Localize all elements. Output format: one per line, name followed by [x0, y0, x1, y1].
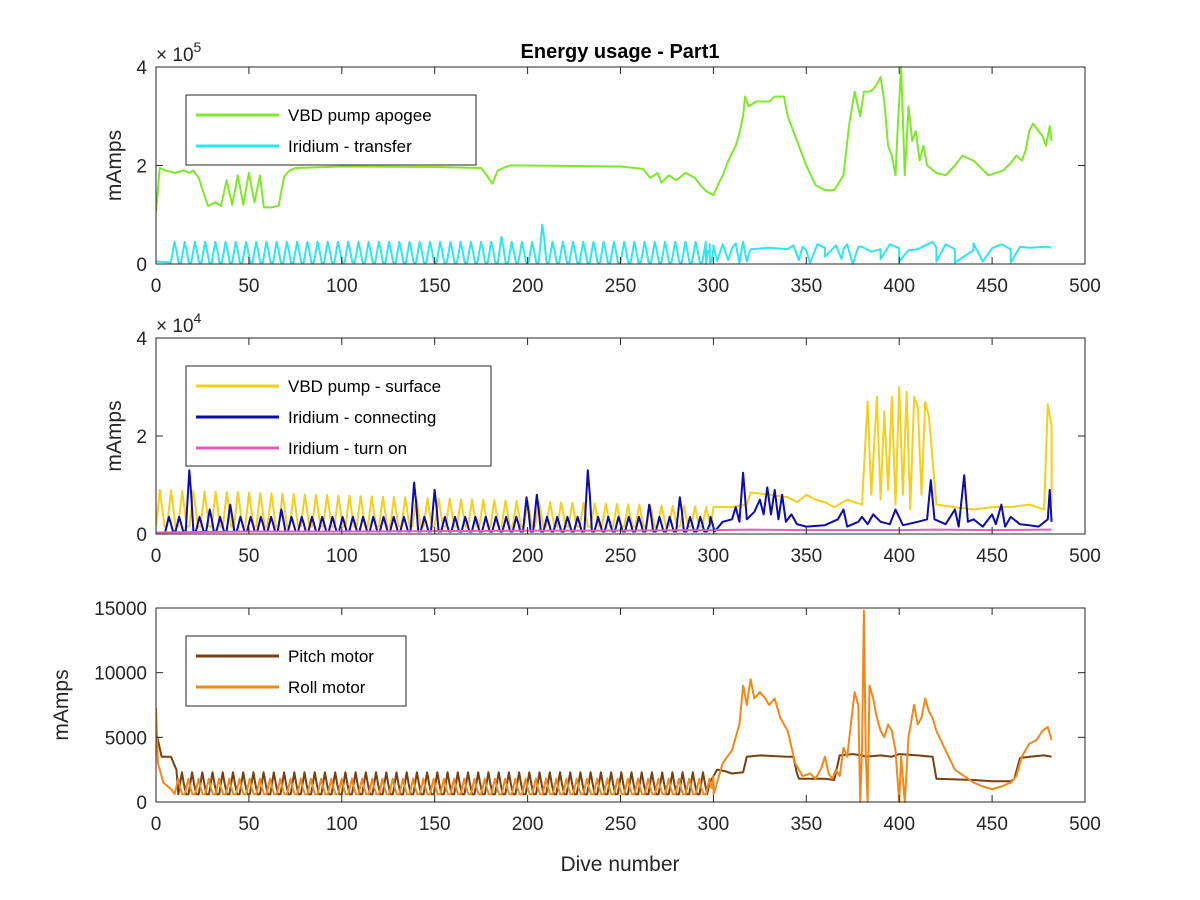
- y-tick-label: 0: [136, 793, 147, 814]
- x-tick-label: 150: [419, 276, 451, 297]
- legend: Pitch motor Roll motor: [185, 635, 407, 707]
- y-tick-label: 4: [136, 329, 147, 350]
- x-tick-label: 50: [238, 546, 259, 567]
- y-tick-label: 0: [136, 525, 147, 546]
- series-line-iridium-connecting: [164, 469, 1053, 533]
- x-tick-label: 450: [976, 276, 1008, 297]
- legend-entry: Pitch motor: [288, 647, 374, 666]
- legend-entry: Iridium - connecting: [288, 408, 436, 427]
- x-tick-label: 450: [976, 546, 1008, 567]
- x-tick-label: 0: [151, 814, 162, 835]
- series-line-iridium-transfer: [156, 223, 1052, 265]
- legend-entry: Roll motor: [288, 678, 366, 697]
- y-tick-label: 10000: [94, 664, 147, 685]
- axes-energy-bottom: 0 50 100 150 200 250 300 350 400 450 5000500010000…: [50, 599, 1101, 835]
- x-tick-label: 400: [883, 546, 915, 567]
- y-tick-label: 2: [136, 427, 147, 448]
- legend-entry: Iridium - turn on: [288, 439, 407, 458]
- y-tick-label: 15000: [94, 599, 147, 620]
- y-tick-label: 4: [136, 58, 147, 79]
- y-axis-label: mAmps: [103, 400, 126, 471]
- x-tick-label: 400: [883, 814, 915, 835]
- x-tick-label: 350: [790, 276, 822, 297]
- x-tick-label: 200: [512, 814, 544, 835]
- legend: VBD pump - surface Iridium - connecting Ir…: [185, 365, 492, 467]
- x-tick-label: 50: [238, 276, 259, 297]
- x-tick-label: 100: [326, 814, 358, 835]
- legend-entry: VBD pump - surface: [288, 377, 441, 396]
- x-tick-label: 300: [698, 814, 730, 835]
- x-tick-label: 350: [790, 814, 822, 835]
- x-tick-label: 150: [419, 546, 451, 567]
- x-tick-label: 200: [512, 276, 544, 297]
- x-tick-label: 450: [976, 814, 1008, 835]
- x-tick-label: 200: [512, 546, 544, 567]
- x-tick-label: 500: [1069, 276, 1101, 297]
- legend-entry: Iridium - transfer: [288, 137, 412, 156]
- x-tick-label: 400: [883, 276, 915, 297]
- x-tick-label: 250: [605, 276, 637, 297]
- series-line-roll-motor: [156, 609, 1053, 803]
- y-tick-label: 0: [136, 255, 147, 276]
- x-tick-label: 250: [605, 814, 637, 835]
- legend-entry: VBD pump apogee: [288, 106, 432, 125]
- series-line-vbd-pump-apogee: [156, 66, 1053, 213]
- x-tick-label: 0: [151, 546, 162, 567]
- x-tick-label: 100: [326, 276, 358, 297]
- x-tick-label: 250: [605, 546, 637, 567]
- y-axis-label: mAmps: [50, 669, 73, 740]
- chart-title: Energy usage - Part1: [521, 41, 720, 63]
- y-tick-label: 2: [136, 157, 147, 178]
- legend: VBD pump apogee Iridium - transfer: [185, 94, 477, 166]
- x-tick-label: 150: [419, 814, 451, 835]
- plot-area: [156, 66, 1053, 265]
- y-tick-label: 5000: [105, 728, 147, 749]
- x-tick-label: 300: [698, 546, 730, 567]
- y-axis-label: mAmps: [103, 130, 126, 201]
- x-tick-label: 500: [1069, 546, 1101, 567]
- x-tick-label: 50: [238, 814, 259, 835]
- plot-area: [156, 609, 1053, 803]
- x-axis-label: Dive number: [560, 853, 679, 876]
- x-tick-label: 0: [151, 276, 162, 297]
- x-tick-label: 350: [790, 546, 822, 567]
- x-tick-label: 100: [326, 546, 358, 567]
- x-tick-label: 500: [1069, 814, 1101, 835]
- x-tick-label: 300: [698, 276, 730, 297]
